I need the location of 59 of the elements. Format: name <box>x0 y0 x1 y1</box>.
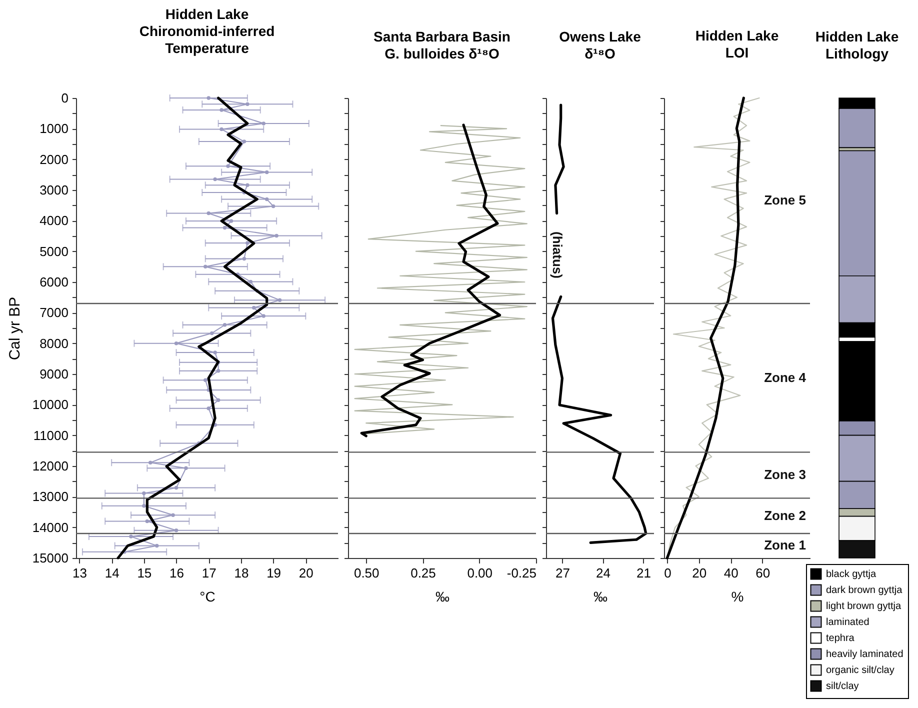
x-tick-label: 18 <box>234 566 249 580</box>
chart-title: Owens Lake δ¹⁸O <box>559 28 642 62</box>
annotation: Zone 4 <box>764 370 807 385</box>
legend-label: organic silt/clay <box>826 665 894 676</box>
x-tick-label: 20 <box>298 566 314 580</box>
x-tick-label: 19 <box>266 566 282 580</box>
legend-label: laminated <box>826 617 870 628</box>
x-tick-label: 20 <box>692 566 707 580</box>
y-tick-label: 10000 <box>32 397 68 412</box>
x-tick-label: 13 <box>72 566 87 580</box>
x-tick-label: 16 <box>170 566 184 580</box>
annotation: (hiatus) <box>550 232 565 278</box>
chart-title: Hidden Lake Lithology <box>815 28 899 62</box>
x-tick-label: 0.00 <box>467 566 493 580</box>
y-tick-label: 8000 <box>40 336 68 351</box>
y-tick-label: 5000 <box>40 244 68 259</box>
y-tick-label: 15000 <box>32 550 68 566</box>
y-tick-label: 3000 <box>40 182 68 198</box>
annotation: Zone 2 <box>764 508 806 523</box>
x-tick-label: 14 <box>104 566 120 580</box>
x-tick-label: 40 <box>724 566 738 580</box>
x-axis-title: ‰ <box>436 588 450 604</box>
legend-label: tephra <box>826 633 855 644</box>
annotation: Zone 5 <box>764 192 806 208</box>
y-tick-label: 9000 <box>40 366 68 382</box>
y-tick-label: 1000 <box>40 121 68 136</box>
legend-label: dark brown gyttja <box>826 585 903 596</box>
legend-label: silt/clay <box>826 681 859 692</box>
x-tick-label: -0.25 <box>506 566 536 580</box>
chart-title: Hidden Lake Chironomid-inferred Temperature <box>139 6 275 56</box>
x-tick-label: 60 <box>756 566 770 580</box>
legend-label: light brown gyttja <box>826 601 902 612</box>
legend-label: black gyttja <box>826 569 876 580</box>
x-axis-title: % <box>731 588 744 604</box>
x-axis-title: °C <box>200 588 216 604</box>
annotation: Zone 3 <box>764 467 806 482</box>
y-tick-label: 0 <box>61 90 68 106</box>
legend-label: heavily laminated <box>826 649 904 660</box>
y-tick-label: 6000 <box>40 274 68 290</box>
x-tick-label: 0.25 <box>410 566 436 580</box>
x-tick-label: 21 <box>636 566 651 580</box>
x-tick-label: 24 <box>596 566 610 580</box>
x-tick-label: 27 <box>555 566 570 580</box>
x-tick-label: 15 <box>137 566 152 580</box>
y-tick-label: 13000 <box>32 489 68 504</box>
x-tick-label: 17 <box>202 566 216 580</box>
chart-title: Santa Barbara Basin G. bulloides δ¹⁸O <box>374 28 510 62</box>
x-tick-label: 0 <box>664 566 672 580</box>
y-tick-label: 4000 <box>40 213 68 228</box>
y-tick-label: 7000 <box>40 305 68 320</box>
x-axis-title: ‰ <box>594 588 608 604</box>
y-tick-label: 11000 <box>33 428 68 443</box>
y-tick-label: 2000 <box>40 152 68 167</box>
y-axis-title: Cal yr BP <box>6 296 24 360</box>
chart-title: Hidden Lake LOI <box>695 28 779 61</box>
annotation: Zone 1 <box>764 538 806 553</box>
y-tick-label: 14000 <box>32 520 68 535</box>
y-tick-label: 12000 <box>32 458 68 474</box>
x-tick-label: 0.50 <box>354 566 380 580</box>
